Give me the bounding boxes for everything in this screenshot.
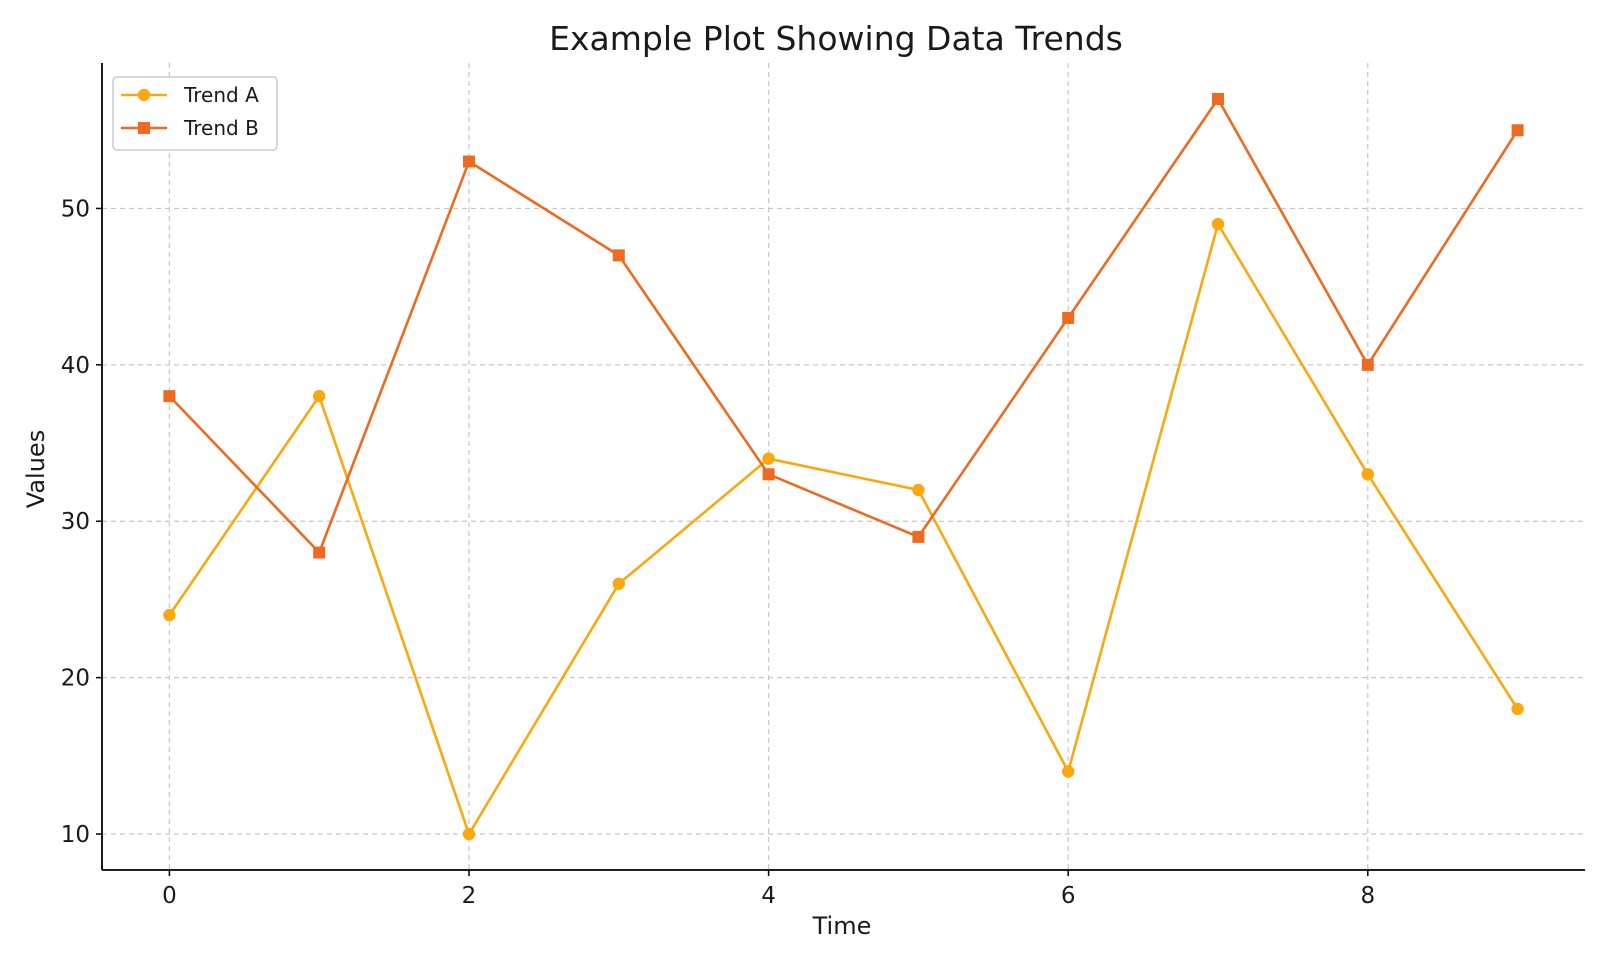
- x-tick-label: 0: [162, 883, 177, 909]
- data-point-trend-b: [313, 546, 326, 559]
- data-point-trend-b: [912, 530, 925, 543]
- legend-item-trend-a: Trend A: [121, 83, 259, 107]
- series-line-trend-a: [168, 222, 1519, 836]
- ticks: 0 2 4 6 8 10 20 30 40 50: [61, 196, 1375, 909]
- legend-marker-trend-b: [138, 122, 150, 134]
- data-point-trend-b: [762, 468, 775, 481]
- x-axis-label: Time: [812, 912, 872, 940]
- data-point-trend-a: [1061, 765, 1075, 778]
- legend-label-trend-b: Trend B: [183, 116, 259, 140]
- x-tick-label: 6: [1061, 883, 1076, 909]
- y-tick-label: 10: [61, 822, 90, 848]
- y-tick-label: 50: [61, 196, 90, 222]
- data-point-trend-a: [1511, 702, 1524, 716]
- data-point-trend-a: [612, 577, 626, 590]
- data-point-trend-a: [1361, 468, 1374, 481]
- series-trend-b: [163, 92, 1524, 559]
- data-point-trend-b: [1211, 92, 1224, 105]
- y-axis-label: Values: [22, 430, 50, 508]
- x-tick-label: 8: [1360, 883, 1375, 909]
- data-point-trend-b: [1361, 358, 1374, 371]
- x-tick-label: 2: [462, 883, 477, 909]
- data-point-trend-b: [163, 390, 176, 403]
- data-point-trend-b: [1511, 124, 1524, 137]
- data-point-trend-a: [762, 452, 775, 465]
- grid: [102, 63, 1585, 870]
- chart-title: Example Plot Showing Data Trends: [549, 19, 1123, 58]
- data-point-trend-b: [463, 155, 476, 168]
- data-point-trend-a: [462, 827, 476, 841]
- data-point-trend-b: [1062, 311, 1075, 324]
- data-point-trend-a: [912, 483, 925, 497]
- data-point-trend-b: [612, 249, 625, 262]
- legend-item-trend-b: Trend B: [121, 116, 259, 140]
- data-point-trend-a: [313, 389, 326, 403]
- y-tick-label: 30: [61, 509, 90, 535]
- y-tick-label: 40: [61, 353, 90, 379]
- series-line-trend-b: [168, 97, 1519, 554]
- legend-label-trend-a: Trend A: [183, 83, 259, 107]
- data-point-trend-a: [163, 608, 176, 622]
- series: [163, 92, 1524, 841]
- series-trend-a: [163, 217, 1524, 841]
- y-tick-label: 20: [61, 666, 90, 692]
- x-tick-label: 4: [761, 883, 776, 909]
- axes: [101, 63, 1585, 871]
- data-point-trend-a: [1211, 217, 1225, 231]
- legend-marker-trend-a: [137, 88, 151, 102]
- legend: Trend A Trend B: [112, 76, 278, 151]
